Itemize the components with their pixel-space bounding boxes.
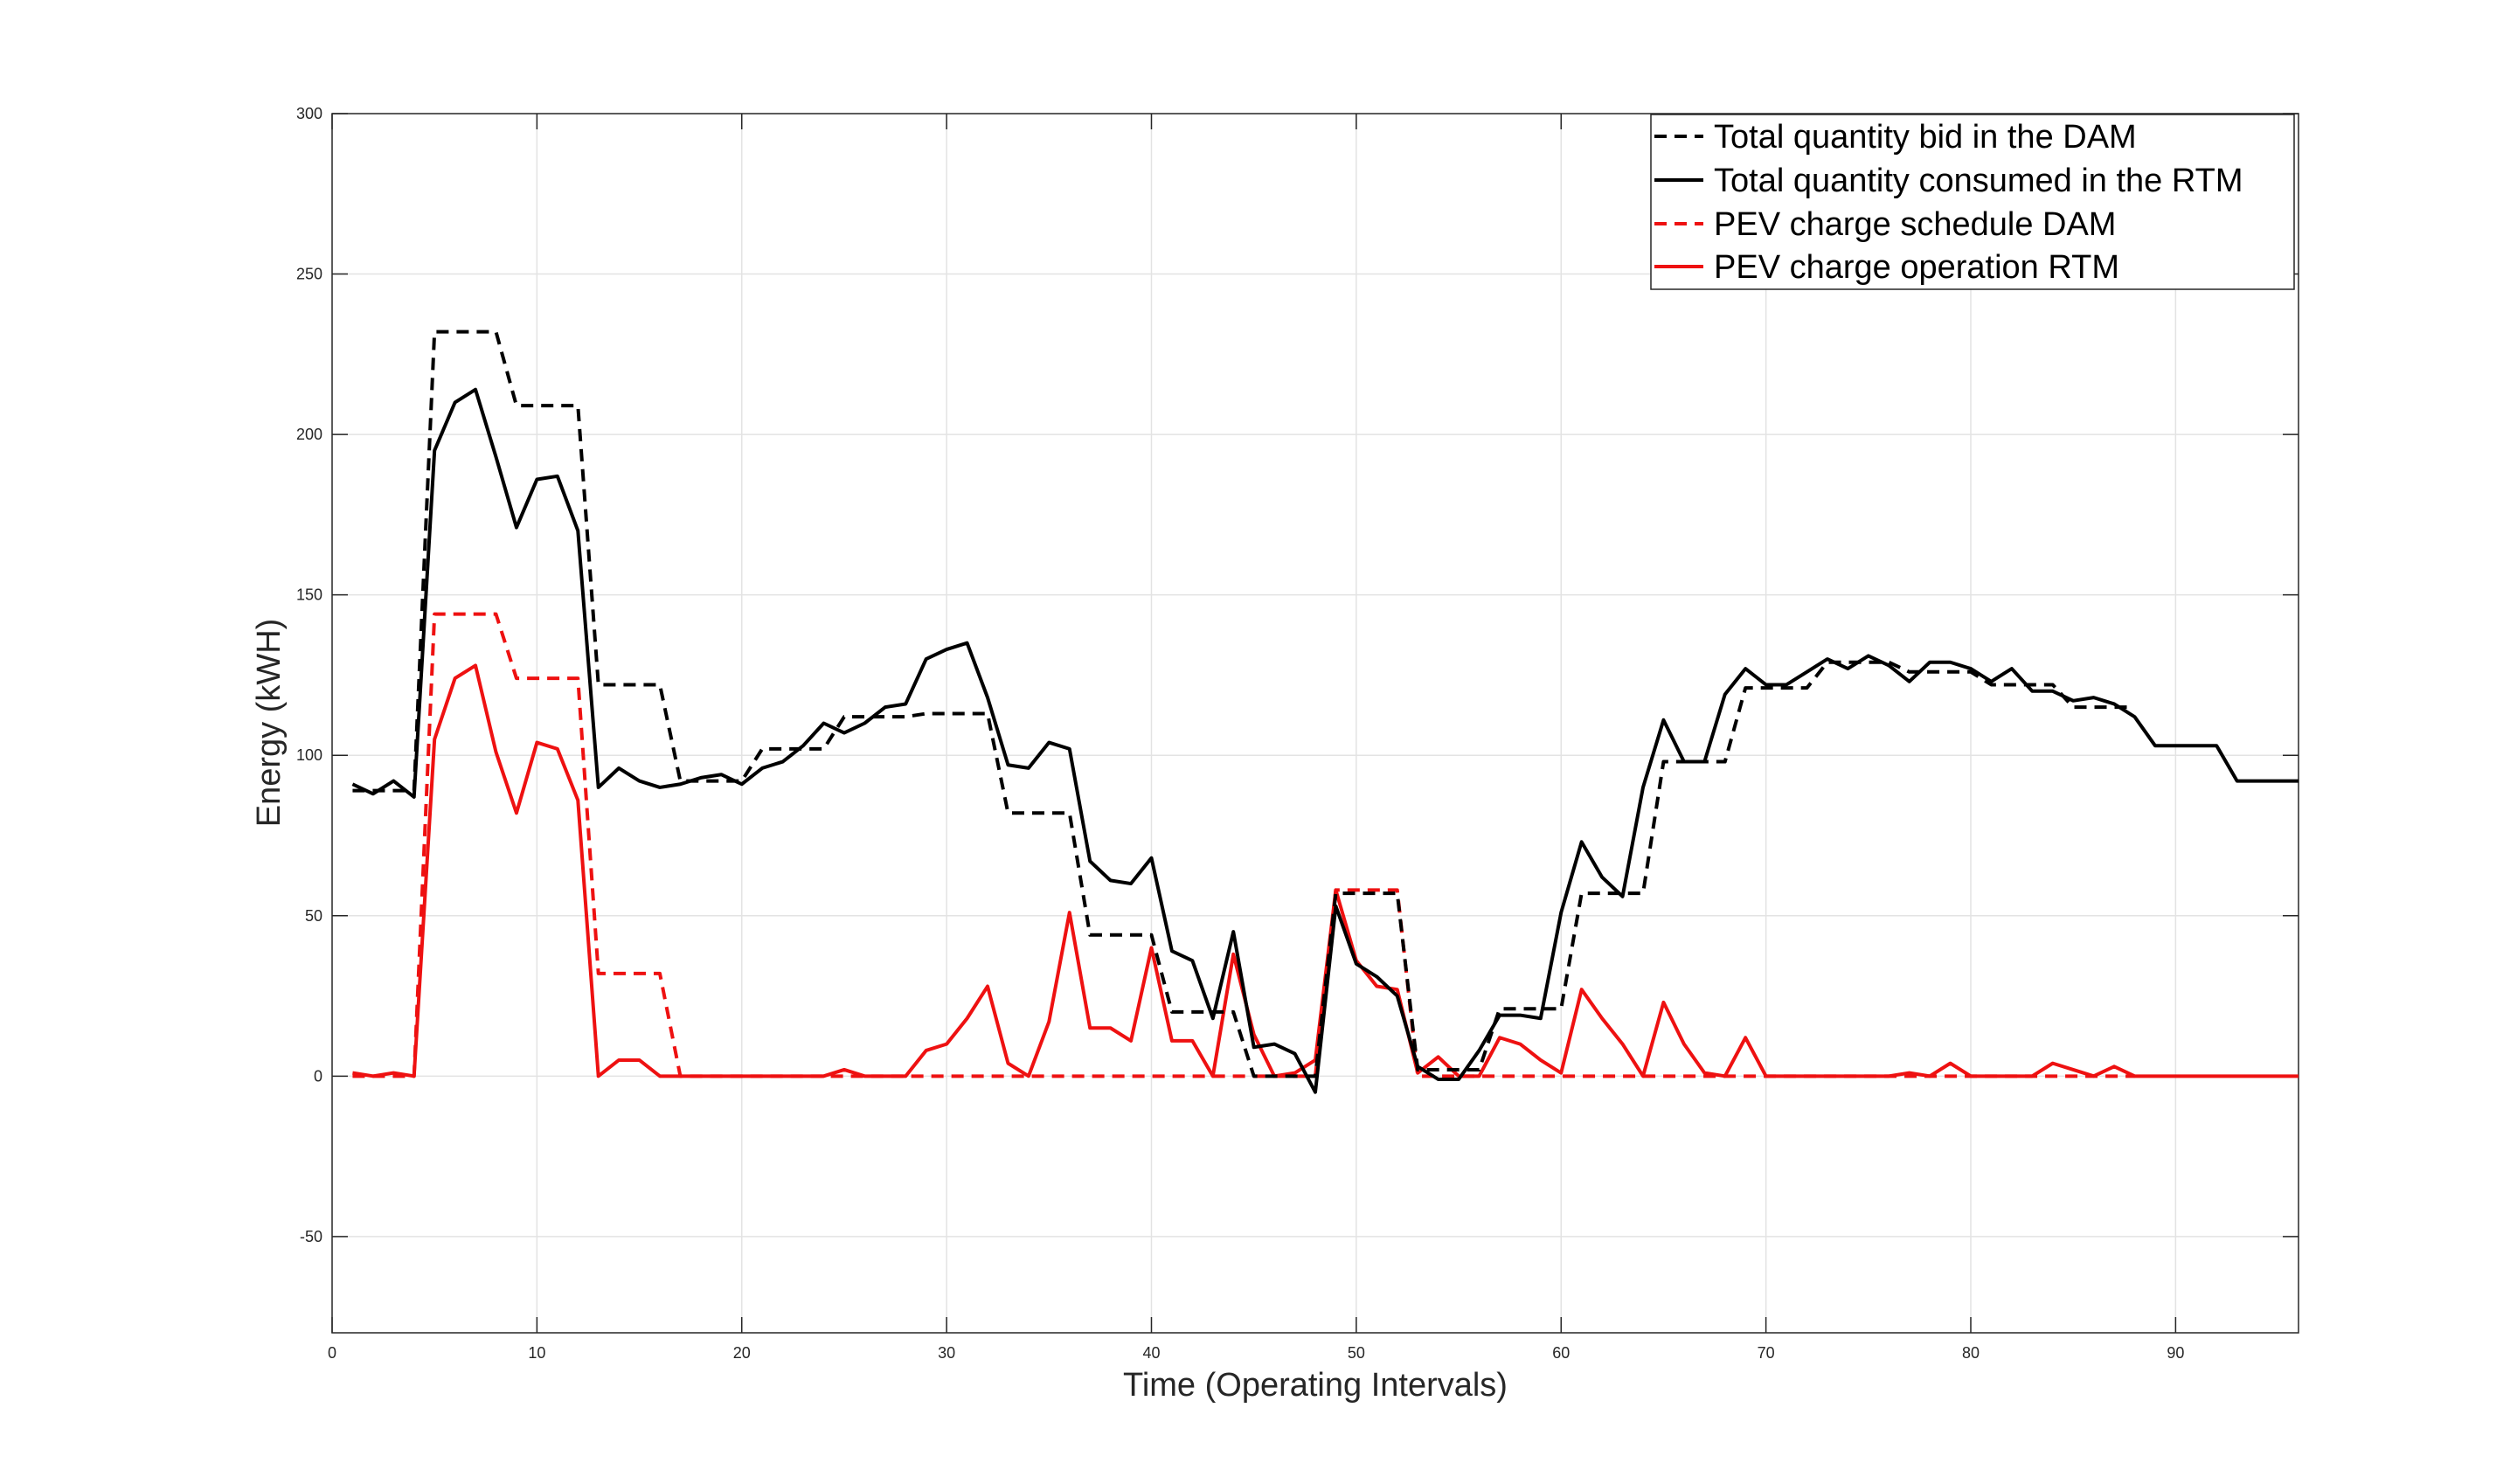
y-axis-label: Energy (kWH) <box>251 619 288 828</box>
x-tick-label-70: 70 <box>1758 1344 1775 1362</box>
legend-entry-pev-operation: PEV charge operation RTM <box>1654 249 2119 286</box>
x-tick-label-10: 10 <box>528 1344 545 1362</box>
y-tick-label-200: 200 <box>296 426 322 443</box>
x-axis-ticks: 0 10 20 30 40 50 60 70 80 90 <box>328 114 2184 1362</box>
legend-label-pev-schedule: PEV charge schedule DAM <box>1714 206 2116 243</box>
legend-entry-rtm-consumed: Total quantity consumed in the RTM <box>1654 163 2243 199</box>
x-tick-label-30: 30 <box>938 1344 955 1362</box>
y-tick-label-100: 100 <box>296 746 322 764</box>
y-tick-label-0: 0 <box>314 1067 322 1085</box>
legend: Total quantity bid in the DAM Total quan… <box>1650 114 2295 290</box>
axes-box <box>331 113 2299 1334</box>
x-tick-label-80: 80 <box>1962 1344 1980 1362</box>
y-tick-label-50: 50 <box>305 907 322 925</box>
legend-label-rtm-consumed: Total quantity consumed in the RTM <box>1714 163 2243 199</box>
legend-entry-pev-schedule: PEV charge schedule DAM <box>1654 206 2116 243</box>
plot-area <box>332 114 2299 1333</box>
axes <box>331 113 2299 1334</box>
y-tick-label-300: 300 <box>296 105 322 122</box>
x-tick-label-0: 0 <box>328 1344 336 1362</box>
legend-label-pev-operation: PEV charge operation RTM <box>1714 249 2119 286</box>
y-tick-label-250: 250 <box>296 266 322 283</box>
y-tick-label--50: -50 <box>300 1228 322 1245</box>
legend-box <box>1650 114 2295 290</box>
x-tick-label-50: 50 <box>1348 1344 1365 1362</box>
x-tick-label-90: 90 <box>2167 1344 2184 1362</box>
x-tick-label-60: 60 <box>1552 1344 1570 1362</box>
x-axis-label: Time (Operating Intervals) <box>1123 1367 1508 1404</box>
series-lines <box>351 329 2299 1094</box>
y-tick-label-150: 150 <box>296 586 322 604</box>
x-tick-label-20: 20 <box>733 1344 751 1362</box>
legend-entry-dam-bid: Total quantity bid in the DAM <box>1654 119 2137 156</box>
y-axis-ticks: -50 0 50 100 150 200 250 300 <box>296 105 2299 1245</box>
series-line-pev-schedule <box>352 612 2135 1078</box>
legend-label-dam-bid: Total quantity bid in the DAM <box>1714 119 2137 156</box>
x-tick-label-40: 40 <box>1142 1344 1160 1362</box>
series-line-rtm-consumed <box>351 387 2299 1094</box>
